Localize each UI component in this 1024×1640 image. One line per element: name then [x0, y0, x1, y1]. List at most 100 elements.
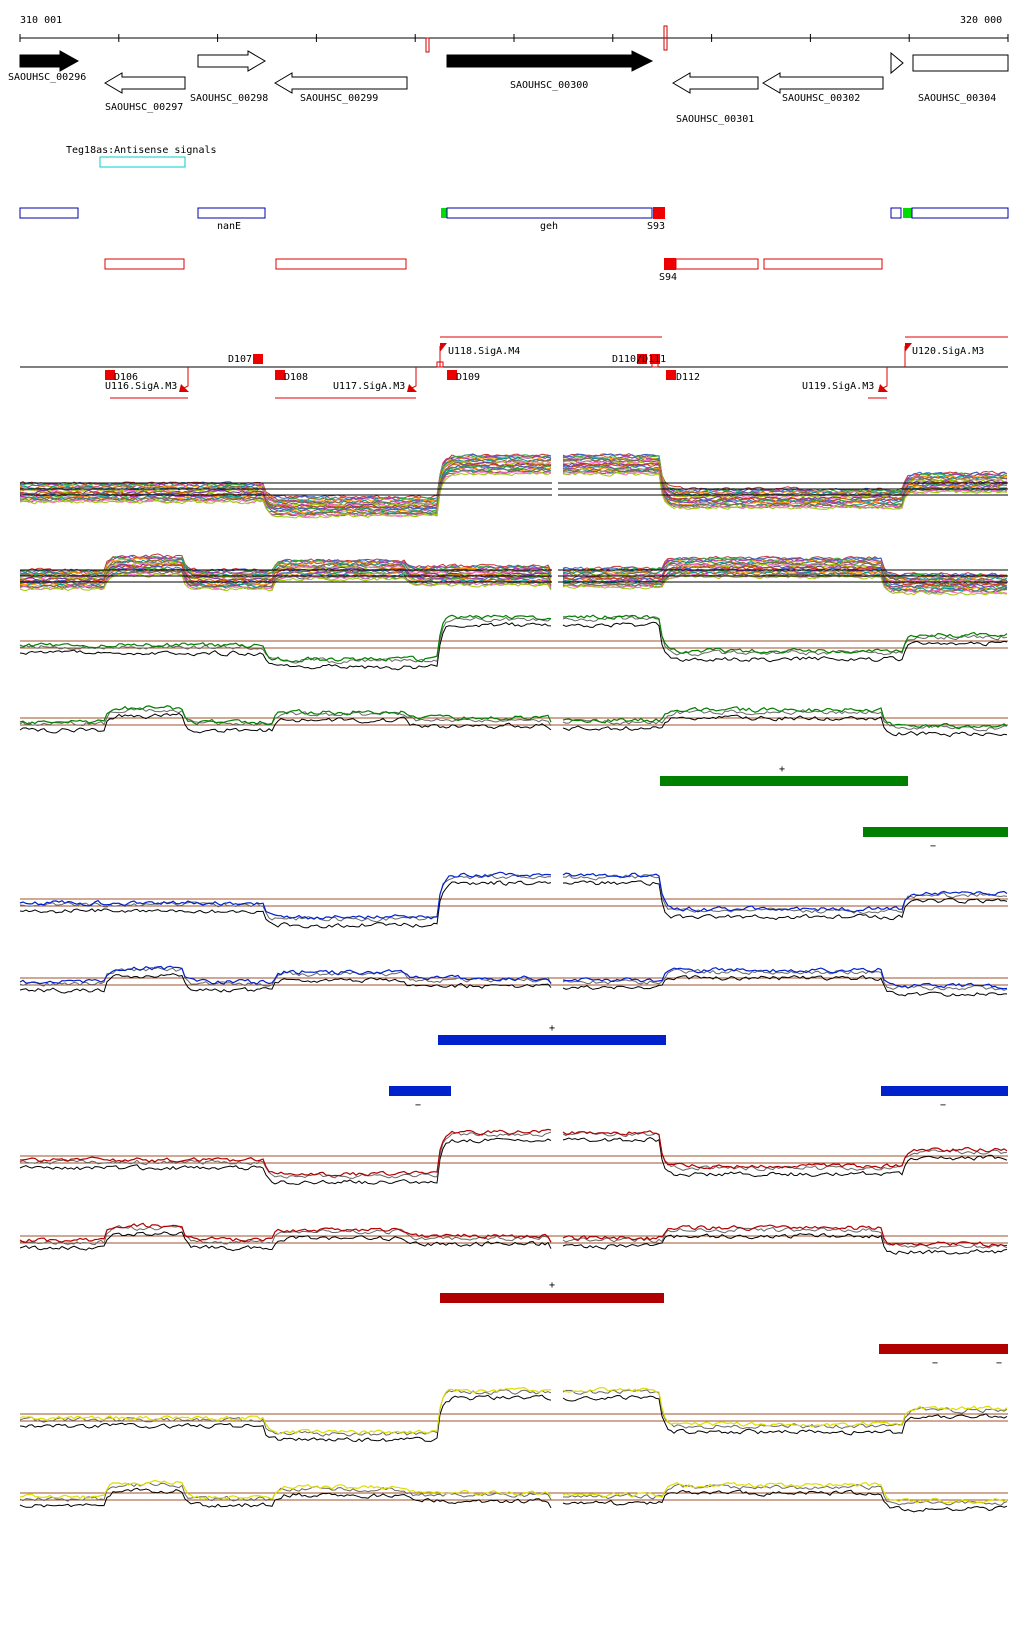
- expression-line-blue-forward: [19, 871, 1008, 920]
- start-mark: [903, 208, 912, 218]
- gene-saouhsc-00304[interactable]: SAOUHSC_00304: [890, 51, 1009, 104]
- expression-line-red-forward-control: [19, 1131, 1008, 1179]
- expression-line-red-forward-control: [19, 1137, 1008, 1185]
- condition-minus-label: −: [932, 1358, 938, 1369]
- expression-line-forward: [19, 468, 1008, 515]
- condition-plus-label: +: [549, 1280, 555, 1291]
- gene-label: SAOUHSC_00304: [918, 93, 996, 104]
- promoter-arrowhead: [440, 343, 447, 352]
- gene-arrow-reverse: [672, 72, 759, 94]
- marker-label-D106: D106: [114, 372, 138, 383]
- marker-label-U118: U118.SigA.M4: [448, 346, 520, 357]
- gene-label: SAOUHSC_00296: [8, 72, 86, 83]
- small-mark: [436, 361, 444, 368]
- marker-label-D107: D107: [228, 354, 252, 365]
- reverse-feature[interactable]: [104, 258, 185, 270]
- signal-mark-S93[interactable]: [653, 207, 665, 219]
- reverse-feature[interactable]: [675, 258, 759, 270]
- gene-label: SAOUHSC_00301: [676, 114, 754, 125]
- marker-flag-D107[interactable]: [253, 354, 263, 364]
- promoter-arrowhead: [878, 384, 888, 392]
- start-mark: [441, 208, 447, 218]
- forward-feature-geh[interactable]: [446, 207, 653, 219]
- gene-saouhsc-00301[interactable]: SAOUHSC_00301: [672, 72, 759, 125]
- expression-line-forward: [19, 460, 1008, 508]
- expression-line-red-reverse-control: [19, 1231, 1008, 1255]
- gene-label: SAOUHSC_00302: [782, 93, 860, 104]
- condition-plus-bar-blue[interactable]: [438, 1035, 666, 1045]
- gene-label: SAOUHSC_00300: [510, 80, 588, 91]
- condition-plus-bar-green[interactable]: [660, 776, 908, 786]
- expression-line-blue-reverse: [19, 965, 1008, 990]
- gene-arrow-forward: [912, 54, 1009, 72]
- promoter-arrowhead: [407, 384, 417, 392]
- gene-saouhsc-00296[interactable]: SAOUHSC_00296: [8, 50, 86, 83]
- reverse-feature-track: S94: [104, 258, 883, 283]
- gene-track: SAOUHSC_00296 SAOUHSC_00297 SAOUHSC_0029…: [8, 50, 1009, 125]
- small-mark: [651, 361, 659, 368]
- expression-line-green-reverse-control: [19, 712, 1008, 738]
- expression-line-red-reverse: [19, 1222, 1008, 1248]
- gene-label: SAOUHSC_00297: [105, 102, 183, 113]
- marker-track: D106 U116.SigA.M3 D107 D108 U117.SigA.M3…: [20, 336, 1008, 399]
- condition-minus-label: −: [930, 841, 936, 852]
- gene-saouhsc-00300[interactable]: SAOUHSC_00300: [446, 50, 654, 91]
- condition-minus-bar-green[interactable]: [863, 827, 1008, 837]
- condition-minus-bar-blue[interactable]: [389, 1086, 451, 1096]
- feature-label-nanE: nanE: [217, 221, 241, 232]
- expression-line-reverse: [19, 553, 1008, 577]
- marker-label-U116: U116.SigA.M3: [105, 381, 177, 392]
- ruler-ticks: [19, 34, 1009, 42]
- marker-flag-D109[interactable]: [447, 370, 457, 380]
- gene-arrow-forward: [19, 50, 80, 72]
- reverse-feature[interactable]: [275, 258, 407, 270]
- reverse-feature[interactable]: [763, 258, 883, 270]
- condition-minus-label: −: [415, 1100, 421, 1111]
- condition-plus-label: +: [549, 1023, 555, 1034]
- promoter-arrowhead: [905, 343, 912, 352]
- antisense-region[interactable]: [99, 156, 186, 168]
- marker-label-U120: U120.SigA.M3: [912, 346, 984, 357]
- gene-saouhsc-00302[interactable]: SAOUHSC_00302: [762, 72, 884, 104]
- marker-label-D108: D108: [284, 372, 308, 383]
- forward-feature[interactable]: [19, 207, 79, 219]
- marker-label-D109: D109: [456, 372, 480, 383]
- marker-flag-D108[interactable]: [275, 370, 285, 380]
- gene-saouhsc-00299[interactable]: SAOUHSC_00299: [274, 72, 408, 104]
- condition-plus-label: +: [779, 764, 785, 775]
- expression-line-red-forward: [19, 1128, 1008, 1177]
- gene-saouhsc-00297[interactable]: SAOUHSC_00297: [104, 72, 186, 113]
- gene-arrow-reverse: [762, 72, 884, 94]
- expression-line-green-reverse: [19, 705, 1008, 730]
- condition-minus-bar-blue[interactable]: [881, 1086, 1008, 1096]
- gene-arrow-forward: [197, 50, 266, 72]
- marker-flag-D110[interactable]: [637, 354, 647, 364]
- forward-feature[interactable]: [911, 207, 1009, 219]
- ruler: 310 001 320 000: [19, 15, 1009, 53]
- signal-mark-S94[interactable]: [664, 258, 676, 270]
- forward-feature[interactable]: [890, 207, 902, 219]
- expression-line-green-forward-control: [19, 621, 1008, 671]
- expression-line-green-forward-control: [19, 615, 1008, 665]
- expression-line-blue-forward-control: [19, 880, 1008, 929]
- gene-arrow-forward: [446, 50, 654, 72]
- expression-line-yellow-reverse-control: [19, 1487, 1008, 1513]
- expression-line-blue-reverse-control: [19, 973, 1007, 997]
- expression-line-forward: [19, 471, 1008, 519]
- marker-flag-D112[interactable]: [666, 370, 676, 380]
- forward-feature-nanE[interactable]: [197, 207, 266, 219]
- marker-label-U119: U119.SigA.M3: [802, 381, 874, 392]
- condition-minus-bar-red[interactable]: [879, 1344, 1008, 1354]
- expression-line-forward: [19, 465, 1008, 513]
- ruler-gap-mark: [425, 37, 430, 53]
- marker-flag-D111[interactable]: [650, 354, 660, 364]
- marker-flag-D106[interactable]: [105, 370, 115, 380]
- expression-line-forward: [19, 470, 1008, 518]
- feature-label-S94: S94: [659, 272, 677, 283]
- expression-tracks: [19, 453, 1008, 1513]
- condition-bars: + − + − − + − −: [389, 764, 1008, 1369]
- forward-feature-track: nanE geh S93: [19, 207, 1009, 232]
- condition-plus-bar-red[interactable]: [440, 1293, 664, 1303]
- gene-saouhsc-00298[interactable]: SAOUHSC_00298: [190, 50, 268, 104]
